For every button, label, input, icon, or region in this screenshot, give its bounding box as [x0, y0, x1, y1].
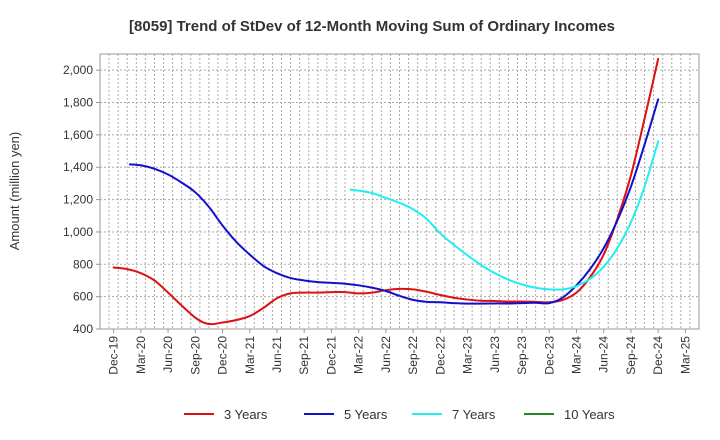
x-tick-label: Dec-20 — [216, 336, 230, 375]
x-tick-label: Jun-23 — [488, 336, 502, 373]
x-tick-label: Jun-21 — [270, 336, 284, 373]
y-tick-label: 800 — [73, 257, 93, 271]
y-tick-label: 400 — [73, 322, 93, 336]
x-tick-label: Dec-24 — [651, 336, 665, 375]
x-tick-label: Jun-20 — [161, 336, 175, 373]
chart-title: [8059] Trend of StDev of 12-Month Moving… — [129, 18, 615, 35]
legend-label-4: 10 Years — [564, 407, 615, 422]
x-tick-label: Dec-22 — [433, 336, 447, 375]
series-layer — [112, 57, 660, 326]
x-tick-label: Mar-22 — [352, 336, 366, 374]
x-tick-label: Sep-20 — [188, 336, 202, 375]
y-tick-label: 1,000 — [63, 225, 93, 239]
x-axis: Dec-19 Mar-20 Jun-20 Sep-20 Dec-20 Mar-21 Jun-… — [107, 329, 692, 375]
x-tick-label: Mar-23 — [461, 336, 475, 374]
y-tick-label: 600 — [73, 290, 93, 304]
x-tick-label: Dec-19 — [107, 336, 121, 375]
series-line-1 — [112, 57, 660, 326]
x-tick-label: Mar-21 — [243, 336, 257, 374]
y-tick-label: 1,200 — [63, 193, 93, 207]
x-tick-label: Dec-23 — [542, 336, 556, 375]
y-tick-label: 1,800 — [63, 96, 93, 110]
x-tick-label: Jun-24 — [597, 336, 611, 373]
x-tick-label: Dec-21 — [324, 336, 338, 375]
x-tick-label: Jun-22 — [379, 336, 393, 373]
x-tick-label: Mar-20 — [134, 336, 148, 374]
x-tick-label: Sep-23 — [515, 336, 529, 375]
legend: 3 Years 5 Years 7 Years 10 Years — [184, 407, 615, 422]
y-axis: 400 600 800 1,000 1,200 1,400 1,600 1,800 2,000 — [63, 63, 100, 336]
legend-label-1: 3 Years — [224, 407, 268, 422]
legend-label-2: 5 Years — [344, 407, 388, 422]
series-line-3 — [349, 140, 660, 291]
y-axis-label: Amount (million yen) — [7, 132, 22, 251]
y-tick-label: 1,600 — [63, 128, 93, 142]
x-tick-label: Sep-21 — [297, 336, 311, 375]
x-tick-label: Sep-22 — [406, 336, 420, 375]
x-tick-label: Mar-25 — [678, 336, 692, 374]
y-tick-label: 1,400 — [63, 160, 93, 174]
x-tick-label: Mar-24 — [569, 336, 583, 374]
legend-label-3: 7 Years — [452, 407, 496, 422]
series-line-2 — [128, 98, 660, 305]
plot-frame — [99, 53, 700, 330]
grid — [99, 54, 700, 330]
y-tick-label: 2,000 — [63, 63, 93, 77]
x-tick-label: Sep-24 — [624, 336, 638, 375]
